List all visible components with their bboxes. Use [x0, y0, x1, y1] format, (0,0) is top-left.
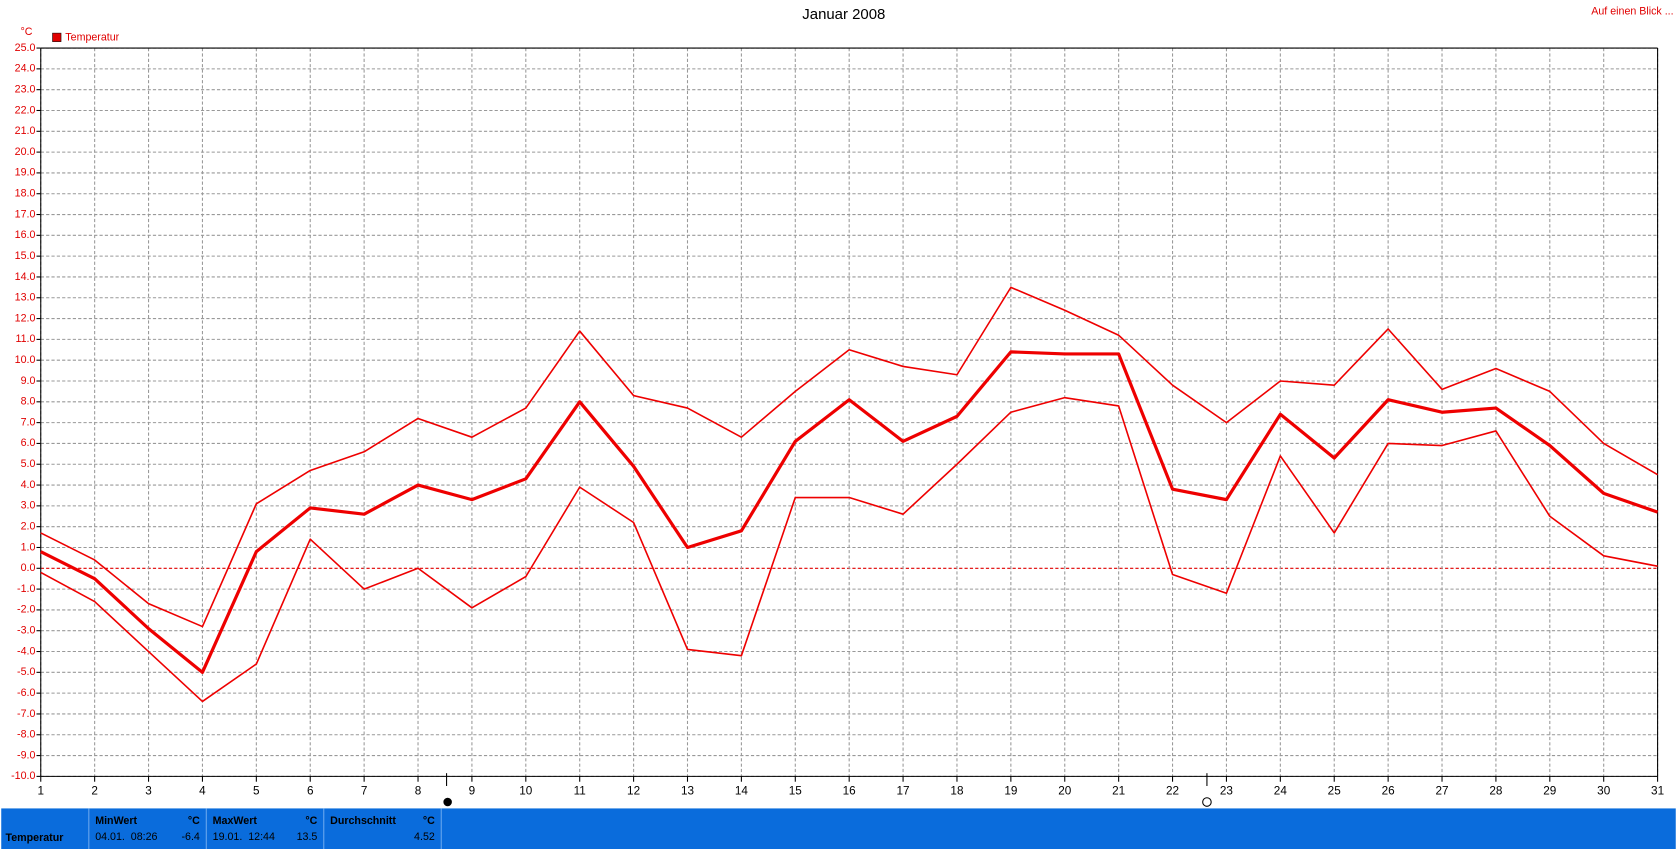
x-tick-label: 18 — [950, 784, 964, 797]
x-tick-label: 31 — [1651, 784, 1664, 797]
y-tick-label: 10.0 — [15, 354, 36, 366]
x-tick-label: 9 — [469, 784, 476, 797]
y-tick-label: -9.0 — [17, 749, 35, 761]
data-line — [40, 286, 1658, 628]
stats-value: -6.4 — [182, 831, 200, 843]
stats-time: 19.01. 12:44 — [213, 831, 275, 843]
y-tick-label: -1.0 — [17, 583, 35, 595]
y-tick-label: 2.0 — [21, 520, 36, 532]
x-tick-label: 10 — [519, 784, 533, 797]
y-tick-label: 12.0 — [15, 312, 36, 324]
data-line — [40, 350, 1659, 674]
y-tick-label: 17.0 — [15, 208, 36, 220]
y-tick-label: 0.0 — [21, 562, 36, 574]
stats-value: 13.5 — [297, 831, 318, 843]
x-tick-label: 4 — [199, 784, 206, 797]
stats-label: MaxWert — [213, 815, 258, 827]
y-tick-label: 6.0 — [21, 437, 36, 449]
y-tick-label: 1.0 — [21, 541, 36, 553]
x-tick-label: 1 — [37, 784, 44, 797]
data-line — [40, 396, 1658, 703]
x-tick-label: 24 — [1274, 784, 1288, 797]
y-tick-label: -6.0 — [17, 687, 35, 699]
y-tick-label: 19.0 — [15, 167, 36, 179]
x-tick-label: 25 — [1328, 784, 1342, 797]
x-tick-label: 28 — [1489, 784, 1503, 797]
x-tick-label: 12 — [627, 784, 640, 797]
x-tick-label: 22 — [1166, 784, 1179, 797]
y-tick-label: -2.0 — [17, 604, 35, 616]
y-tick-label: -3.0 — [17, 625, 35, 637]
y-tick-label: 8.0 — [21, 396, 36, 408]
x-tick-label: 21 — [1112, 784, 1125, 797]
y-tick-label: -5.0 — [17, 666, 35, 678]
y-unit: °C — [20, 26, 32, 38]
stats-unit: °C — [423, 815, 435, 827]
y-tick-label: 11.0 — [15, 333, 35, 345]
y-tick-label: 4.0 — [21, 479, 36, 491]
stats-label: Durchschnitt — [330, 815, 396, 827]
x-tick-label: 5 — [253, 784, 260, 797]
cursor-handle — [443, 797, 452, 807]
y-tick-label: 21.0 — [15, 125, 36, 137]
x-tick-label: 14 — [735, 784, 749, 797]
y-tick-label: 23.0 — [15, 83, 36, 95]
x-tick-label: 13 — [681, 784, 695, 797]
chart-title: Januar 2008 — [802, 6, 885, 23]
x-tick-label: 6 — [307, 784, 314, 797]
y-tick-label: 7.0 — [21, 416, 36, 428]
legend-swatch — [52, 32, 62, 42]
stats-value: 4.52 — [414, 831, 435, 843]
y-tick-label: 9.0 — [21, 375, 36, 387]
x-tick-label: 7 — [361, 784, 368, 797]
cursor-handle — [1202, 797, 1212, 807]
x-tick-label: 15 — [789, 784, 803, 797]
y-tick-label: 24.0 — [15, 63, 36, 75]
legend-label: Temperatur — [65, 32, 119, 44]
stats-unit: °C — [188, 815, 200, 827]
y-tick-label: 18.0 — [15, 188, 36, 200]
x-tick-label: 19 — [1004, 784, 1017, 797]
x-tick-label: 8 — [415, 784, 422, 797]
x-tick-label: 27 — [1435, 784, 1448, 797]
link[interactable]: Auf einen Blick ... — [1591, 6, 1673, 18]
y-tick-label: 22.0 — [15, 104, 36, 116]
x-tick-label: 30 — [1597, 784, 1611, 797]
y-tick-label: 16.0 — [15, 229, 36, 241]
x-tick-label: 11 — [574, 784, 586, 797]
y-tick-label: 14.0 — [15, 271, 36, 283]
stats-bar: Temperatur MinWert °C 04.01. 08:26 -6.4 … — [1, 808, 1676, 849]
y-tick-label: 13.0 — [15, 292, 36, 304]
stats-unit: °C — [305, 815, 317, 827]
y-tick-label: 20.0 — [15, 146, 36, 158]
y-tick-label: -4.0 — [17, 645, 35, 657]
stats-name: Temperatur — [6, 832, 64, 844]
x-tick-label: 20 — [1058, 784, 1072, 797]
stats-label: MinWert — [95, 815, 137, 827]
y-tick-label: 3.0 — [21, 500, 36, 512]
x-tick-label: 16 — [843, 784, 857, 797]
y-tick-label: 5.0 — [21, 458, 36, 470]
y-tick-label: -10.0 — [11, 770, 35, 782]
y-tick-label: -8.0 — [17, 729, 35, 741]
x-tick-label: 17 — [897, 784, 910, 797]
stats-time: 04.01. 08:26 — [95, 831, 157, 843]
plot-area: -10.0 -9.0 -8.0 -7.0 -6.0 -5.0 -4.0 -3.0 -2.0 -1.… — [11, 42, 1664, 798]
stats-background — [1, 808, 1676, 849]
x-tick-label: 2 — [91, 784, 98, 797]
x-tick-label: 3 — [145, 784, 152, 797]
x-tick-label: 26 — [1382, 784, 1396, 797]
x-tick-label: 23 — [1220, 784, 1234, 797]
y-tick-label: 15.0 — [15, 250, 36, 262]
y-tick-label: 25.0 — [15, 42, 36, 54]
y-tick-label: -7.0 — [17, 708, 35, 720]
x-tick-label: 29 — [1543, 784, 1556, 797]
